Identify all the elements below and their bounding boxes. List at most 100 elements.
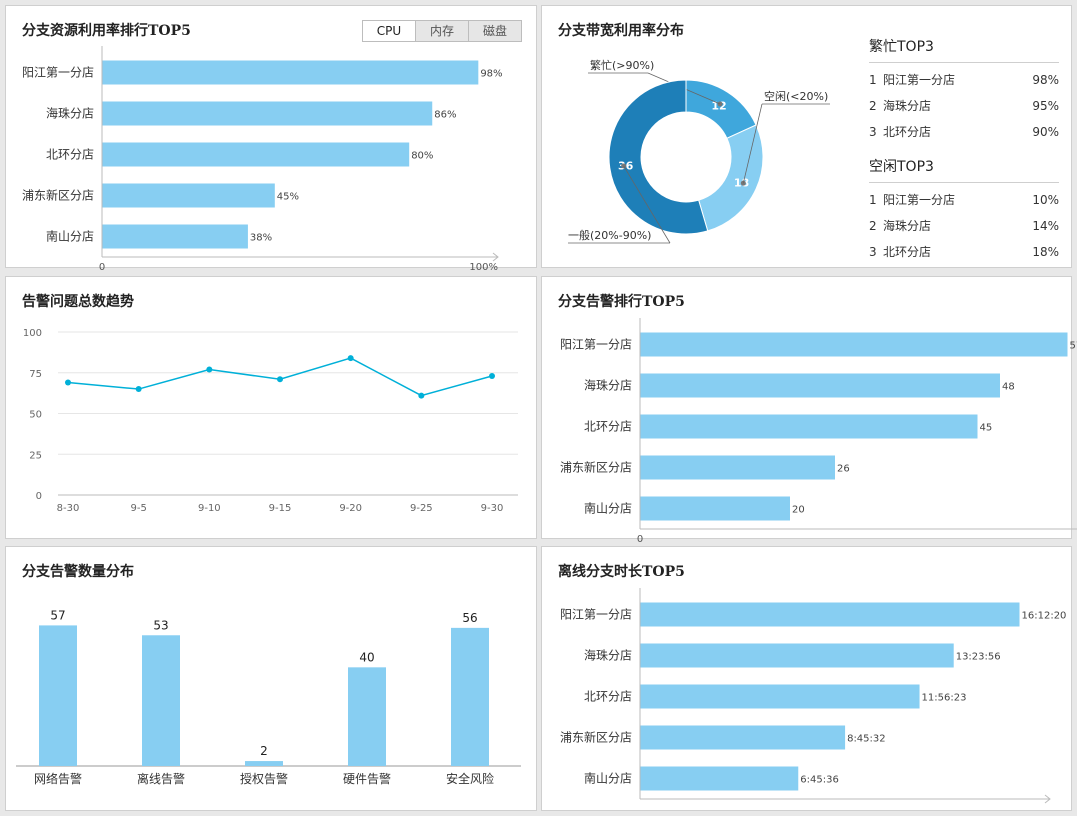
bar: [640, 373, 1000, 398]
bandwidth-title: 分支带宽利用率分布: [558, 23, 684, 39]
value-label: 45: [980, 423, 993, 434]
y-tick-label: 25: [29, 450, 42, 461]
category-label: 离线告警: [137, 771, 185, 786]
alarm-dist-bar-chart: 57 网络告警 53 离线告警 2 授权告警 40 硬件告警 56 安全风险: [16, 608, 521, 786]
idle-top3: 空闲TOP3 1 阳江第一分店 10% 2 海珠分店 14% 3 北环分店 18%: [869, 156, 1059, 265]
y-tick-label: 0: [36, 491, 42, 502]
data-point: [489, 373, 495, 380]
x-tick-label: 9-30: [481, 503, 504, 514]
tick-label: 100%: [469, 262, 498, 273]
tab-cpu[interactable]: CPU: [363, 21, 415, 41]
bar: [245, 761, 283, 766]
value-label: 57: [1070, 341, 1077, 352]
idle-value: 10%: [1032, 193, 1059, 207]
value-label: 8:45:32: [847, 734, 886, 745]
alarm-rank-bar-chart: 阳江第一分店57海珠分店48北环分店45浦东新区分店26南山分店20060: [560, 318, 1077, 545]
donut-slice: [608, 79, 709, 235]
data-point: [347, 355, 354, 362]
list-item: 1 阳江第一分店 10%: [869, 187, 1059, 213]
busy-value: 98%: [1032, 73, 1059, 87]
value-label: 56: [462, 611, 477, 625]
x-tick-label: 9-15: [269, 503, 292, 514]
category-label: 浦东新区分店: [560, 730, 632, 745]
data-point: [206, 366, 213, 373]
data-point: [418, 392, 425, 399]
data-point: [277, 376, 283, 383]
category-label: 授权告警: [240, 771, 288, 786]
busy-name: 海珠分店: [883, 99, 932, 113]
idle-name: 阳江第一分店: [883, 193, 956, 207]
value-label: 53: [153, 618, 168, 632]
leader-dot: [621, 163, 627, 169]
offline-panel: 离线分支时长TOP5 阳江第一分店 16:12:20 海珠分店 13:23:56 北环分…: [541, 546, 1072, 811]
offline-bar-chart: 阳江第一分店 16:12:20 海珠分店 13:23:56 北环分店 11:56:23 浦东…: [560, 588, 1066, 804]
bar: [640, 643, 954, 668]
value-label: 13:23:56: [956, 652, 1001, 663]
idle-rank: 3: [869, 245, 877, 259]
category-label: 北环分店: [46, 148, 94, 162]
bar: [102, 60, 479, 85]
list-item: 2 海珠分店 14%: [869, 213, 1059, 239]
busy-rank: 2: [869, 99, 877, 113]
bandwidth-donut-chart: 12繁忙(>90%)18空闲(<20%)36一般(20%-90%): [568, 58, 830, 244]
resource-tabs: CPU 内存 磁盘: [362, 20, 522, 42]
value-label: 98%: [480, 69, 502, 80]
bar: [640, 725, 846, 750]
idle-value: 14%: [1032, 219, 1059, 233]
category-label: 北环分店: [584, 420, 632, 434]
bar: [102, 224, 248, 249]
category-label: 硬件告警: [343, 771, 391, 786]
alarm-trend-title: 告警问题总数趋势: [22, 294, 134, 310]
tab-memory[interactable]: 内存: [415, 21, 468, 41]
value-label: 57: [50, 608, 65, 622]
offline-title: 离线分支时长TOP5: [558, 564, 685, 580]
category-label: 海珠分店: [584, 378, 632, 393]
y-tick-label: 100: [23, 328, 42, 339]
alarm-dist-title: 分支告警数量分布: [22, 564, 134, 580]
x-tick-label: 9-20: [339, 503, 362, 514]
list-item: 3 北环分店 18%: [869, 239, 1059, 265]
bar: [640, 602, 1020, 627]
category-label: 北环分店: [584, 690, 632, 704]
slice-label: 空闲(<20%): [764, 89, 828, 103]
category-label: 阳江第一分店: [560, 338, 632, 352]
y-tick-label: 50: [29, 410, 42, 421]
category-label: 浦东新区分店: [560, 460, 632, 475]
busy-rank: 3: [869, 125, 877, 139]
x-tick-label: 9-10: [198, 503, 221, 514]
bar: [102, 142, 410, 167]
idle-value: 18%: [1032, 245, 1059, 259]
idle-name: 海珠分店: [883, 219, 932, 233]
category-label: 南山分店: [584, 501, 632, 516]
alarm-rank-panel: 分支告警排行TOP5 阳江第一分店 57 海珠分店 48 北环分店 45 浦东新区分店 26 南…: [541, 276, 1077, 545]
category-label: 浦东新区分店: [22, 188, 94, 203]
x-tick-label: 9-5: [130, 503, 146, 514]
alarm-dist-panel: 分支告警数量分布 57 网络告警 53 离线告警 2 授权告警 40 硬件告警 56 安全风险: [5, 546, 537, 811]
slice-label: 繁忙(>90%): [590, 58, 654, 72]
x-axis-arrow: [1044, 794, 1051, 804]
value-label: 40: [359, 650, 374, 664]
value-label: 48: [1002, 382, 1015, 393]
tab-disk[interactable]: 磁盘: [468, 21, 521, 41]
bar: [348, 667, 386, 766]
idle-name: 北环分店: [883, 245, 932, 259]
value-label: 80%: [411, 151, 433, 162]
value-label: 6:45:36: [800, 775, 839, 786]
alarm-trend-panel: 告警问题总数趋势 0 25 50 75 100 8-30 9-5 9-10 9-15 9-20 9-…: [5, 276, 537, 539]
category-label: 安全风险: [446, 771, 494, 786]
busy-rank: 1: [869, 73, 877, 87]
resource-usage-panel: 分支资源利用率排行TOP5 CPU 内存 磁盘 阳江第一分店 98% 海珠分店 86%…: [5, 5, 537, 273]
leader-line: [623, 165, 671, 244]
resource-usage-title: 分支资源利用率排行TOP5: [22, 23, 191, 39]
list-item: 2 海珠分店 95%: [869, 93, 1059, 119]
category-label: 南山分店: [46, 229, 94, 244]
idle-top3-title: 空闲TOP3: [869, 156, 1059, 183]
list-item: 3 北环分店 90%: [869, 119, 1059, 145]
bar: [102, 101, 433, 126]
alarm-trend-line-chart: 0 25 50 75 100 8-30 9-5 9-10 9-15 9-20 9-25 9-30: [23, 328, 518, 514]
category-label: 网络告警: [34, 771, 82, 786]
category-label: 阳江第一分店: [560, 608, 632, 622]
data-point: [65, 379, 71, 386]
x-tick-label: 9-25: [410, 503, 433, 514]
data-point: [135, 386, 142, 393]
